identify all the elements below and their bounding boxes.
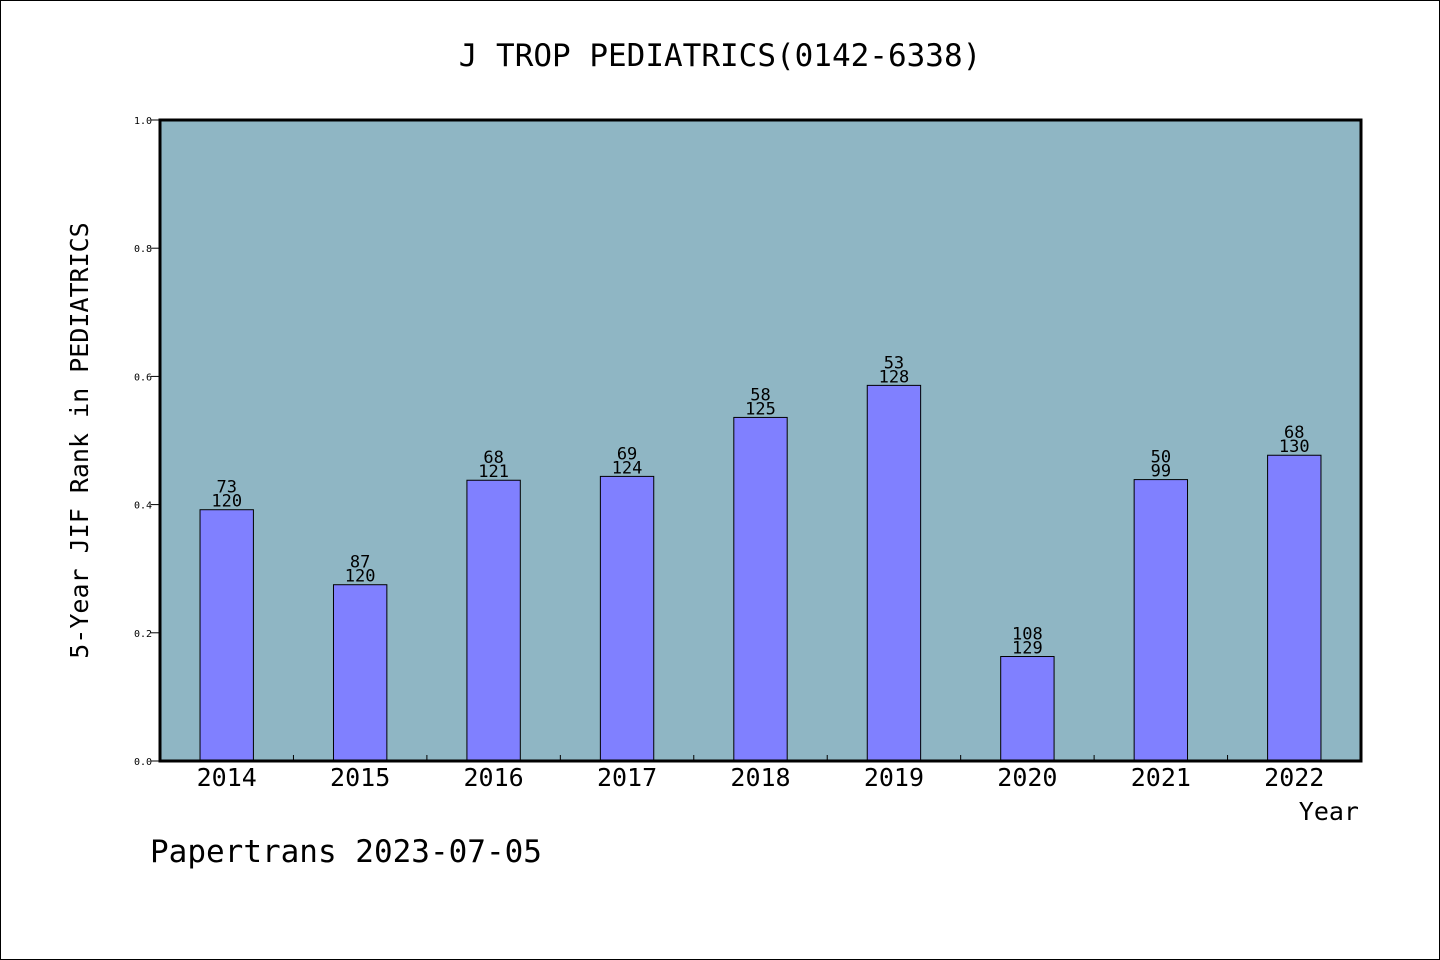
plot-border	[158, 118, 1363, 763]
bar-total-label: 130	[1279, 437, 1310, 457]
bar-2016	[466, 479, 521, 762]
bar-rank-label: 68	[483, 448, 503, 468]
bar-total-label: 120	[345, 567, 376, 587]
x-tick-label: 2022	[1264, 763, 1324, 792]
y-tick-label: 0.8	[134, 244, 152, 255]
x-tick-label: 2017	[597, 763, 657, 792]
y-tick-label: 0.6	[134, 372, 152, 383]
bar-total-label: 124	[612, 458, 643, 478]
bar-2018	[733, 416, 788, 762]
bar-2020	[1000, 656, 1055, 762]
x-tick-label: 2020	[997, 763, 1057, 792]
bar-total-label: 99	[1151, 462, 1171, 482]
y-tick-label: 0.4	[134, 501, 152, 512]
footer-credit: Papertrans 2023-07-05	[150, 834, 542, 870]
bar-total-label: 120	[211, 492, 242, 512]
x-tick-label: 2018	[730, 763, 790, 792]
bar-total-label: 128	[879, 367, 910, 387]
bar-rank-label: 73	[216, 478, 236, 498]
x-tick-label: 2019	[864, 763, 924, 792]
bar-2015	[332, 584, 388, 762]
y-tick-label: 1.0	[134, 116, 152, 127]
bars: 7312087120681216912458125531281081295099…	[199, 353, 1322, 762]
bar-rank-label: 53	[884, 353, 904, 373]
bar-2019	[866, 384, 922, 762]
x-tick-label: 2016	[464, 763, 524, 792]
bar-rank-label: 68	[1284, 423, 1304, 443]
bar-2017	[599, 475, 655, 762]
y-tick-label: 0.2	[134, 629, 152, 640]
axis-ticks: 0.0 0.2 0.4 0.6 0.8 1.0 2014 2015 2016 2017 2018 20…	[134, 116, 1324, 792]
bar-total-label: 121	[478, 462, 509, 482]
chart-title: J TROP PEDIATRICS(0142-6338)	[459, 38, 982, 74]
bar-total-label: 125	[745, 399, 776, 419]
y-axis-label: 5-Year JIF Rank in PEDIATRICS	[65, 222, 94, 659]
x-tick-label: 2014	[197, 763, 257, 792]
x-tick-label: 2021	[1131, 763, 1191, 792]
bar-rank-label: 69	[617, 444, 637, 464]
bar-rank-label: 58	[750, 385, 770, 405]
bar-rank-label: 50	[1151, 448, 1171, 468]
x-axis-label: Year	[1299, 797, 1359, 826]
x-tick-label: 2015	[330, 763, 390, 792]
bar-rank-label: 108	[1012, 625, 1043, 645]
bar-rank-label: 87	[350, 553, 370, 573]
bar-2022	[1267, 454, 1322, 762]
bar-2014	[199, 509, 254, 762]
bar-total-label: 129	[1012, 639, 1043, 659]
y-tick-label: 0.0	[134, 757, 152, 768]
bar-2021	[1133, 479, 1189, 762]
